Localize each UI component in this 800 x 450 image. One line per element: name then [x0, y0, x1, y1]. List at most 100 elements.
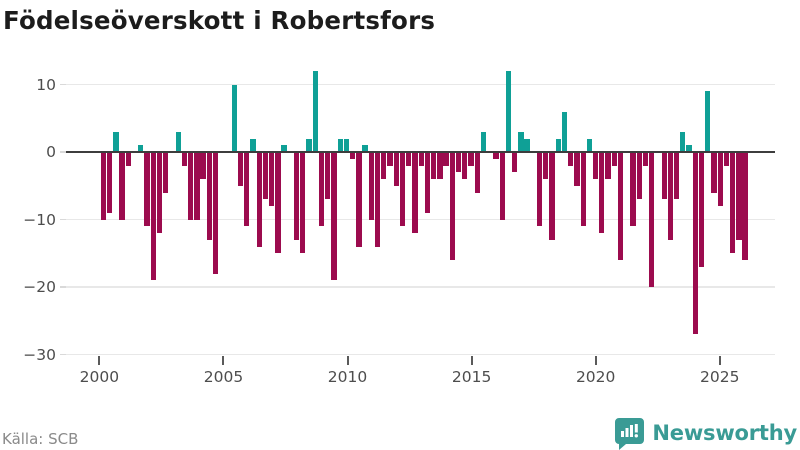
x-axis-tick	[346, 356, 349, 365]
bar-2019-q4	[592, 152, 599, 179]
bar-2002-q2	[156, 152, 163, 233]
bar-2018-q2	[555, 138, 561, 152]
bar-2004-q3	[212, 152, 219, 274]
bar-2013-q3	[437, 152, 443, 179]
bar-2003-q4	[194, 152, 200, 220]
bar-2024-q4	[717, 152, 723, 206]
x-axis-label: 2005	[203, 368, 244, 386]
bar-2001-q3	[138, 145, 144, 152]
bar-2024-q2	[705, 91, 711, 152]
bar-2000-q2	[107, 152, 113, 213]
bar-2021-q4	[642, 152, 649, 166]
bar-2022-q1	[649, 152, 655, 287]
bar-2020-q3	[611, 152, 617, 166]
bar-2015-q4	[493, 152, 499, 159]
y-axis-label: −30	[23, 345, 56, 364]
bar-2014-q2	[455, 152, 462, 173]
bar-2006-q1	[250, 138, 256, 152]
newsworthy-bubble-chart-icon	[614, 417, 645, 450]
y-axis-tick	[60, 83, 66, 86]
x-axis-tick	[98, 356, 101, 365]
bar-2008-q1	[300, 152, 306, 254]
zero-baseline	[66, 150, 775, 154]
bar-2016-q3	[511, 152, 518, 173]
bar-2009-q2	[331, 152, 337, 281]
y-axis-label: −20	[23, 278, 56, 296]
gridline-y-10	[66, 218, 775, 221]
bar-2004-q1	[200, 152, 206, 179]
bar-2001-q1	[125, 152, 132, 166]
gridline-y-30	[66, 353, 775, 356]
newsworthy-logo[interactable]: Newsworthy	[614, 416, 797, 450]
bar-2003-q1	[175, 131, 181, 152]
source-label: Källa: SCB	[2, 430, 79, 448]
bar-2003-q2	[181, 152, 188, 166]
y-axis-tick	[60, 286, 66, 288]
bar-2001-q4	[144, 152, 150, 227]
bar-2007-q1	[275, 152, 281, 254]
bar-2005-q2	[231, 84, 237, 152]
bar-2017-q1	[524, 138, 530, 152]
bar-2009-q3	[337, 138, 343, 152]
bar-2015-q1	[474, 152, 480, 193]
bar-2011-q2	[381, 152, 387, 179]
bar-2012-q4	[418, 152, 424, 166]
bar-2008-q3	[312, 71, 318, 152]
bar-2002-q3	[163, 152, 169, 193]
bar-2016-q4	[518, 131, 524, 152]
bar-2024-q3	[711, 152, 717, 193]
x-axis-tick	[470, 356, 473, 365]
bar-2010-q4	[368, 152, 374, 220]
bar-2021-q3	[636, 152, 642, 200]
bar-2025-q4	[742, 152, 748, 260]
bar-2000-q3	[113, 131, 119, 152]
bar-2016-q2	[505, 71, 512, 152]
bar-2025-q2	[730, 152, 736, 254]
bar-2015-q2	[480, 131, 487, 152]
gridline-y10	[66, 83, 775, 86]
bar-2019-q3	[586, 138, 593, 152]
newsworthy-wordmark: Newsworthy	[652, 421, 797, 445]
bar-2011-q4	[393, 152, 399, 186]
bar-2018-q1	[549, 152, 555, 240]
gridline-y-20	[66, 286, 775, 288]
bar-2014-q3	[462, 152, 468, 179]
bar-2011-q1	[374, 152, 381, 247]
bar-2000-q4	[119, 152, 125, 220]
y-axis-tick	[60, 218, 66, 221]
bar-2018-q3	[561, 111, 568, 152]
bar-2025-q1	[723, 152, 730, 166]
bar-2013-q1	[424, 152, 431, 213]
bar-2008-q2	[306, 138, 312, 152]
bar-2018-q4	[568, 152, 574, 166]
bar-2011-q3	[387, 152, 393, 166]
bar-2024-q1	[698, 152, 705, 267]
bar-2000-q1	[100, 152, 107, 220]
y-axis-tick	[60, 151, 66, 153]
bar-2019-q1	[574, 152, 580, 186]
bar-2019-q2	[580, 152, 586, 227]
bar-2012-q3	[412, 152, 418, 233]
x-axis-label: 2015	[451, 368, 492, 386]
x-axis-label: 2025	[700, 368, 740, 386]
chart-title: Födelseöverskott i Robertsfors	[3, 6, 436, 35]
bar-2007-q2	[281, 145, 287, 152]
bar-2020-q4	[617, 152, 624, 260]
bar-2023-q2	[680, 131, 686, 152]
y-axis-label: 0	[46, 143, 56, 161]
bar-2005-q3	[237, 152, 244, 186]
bar-2020-q2	[605, 152, 611, 179]
y-axis-label: −10	[23, 210, 56, 229]
bar-2010-q3	[362, 145, 368, 152]
bar-2005-q4	[244, 152, 250, 227]
y-axis-tick	[60, 353, 66, 356]
bar-2022-q4	[667, 152, 674, 240]
x-axis-label: 2020	[575, 368, 616, 386]
bar-2009-q1	[325, 152, 331, 200]
x-axis-tick	[222, 356, 225, 365]
bar-2007-q4	[293, 152, 300, 240]
bar-2006-q3	[262, 152, 269, 200]
bar-2016-q1	[499, 152, 505, 220]
bar-2004-q2	[206, 152, 212, 240]
bar-2021-q2	[630, 152, 636, 227]
